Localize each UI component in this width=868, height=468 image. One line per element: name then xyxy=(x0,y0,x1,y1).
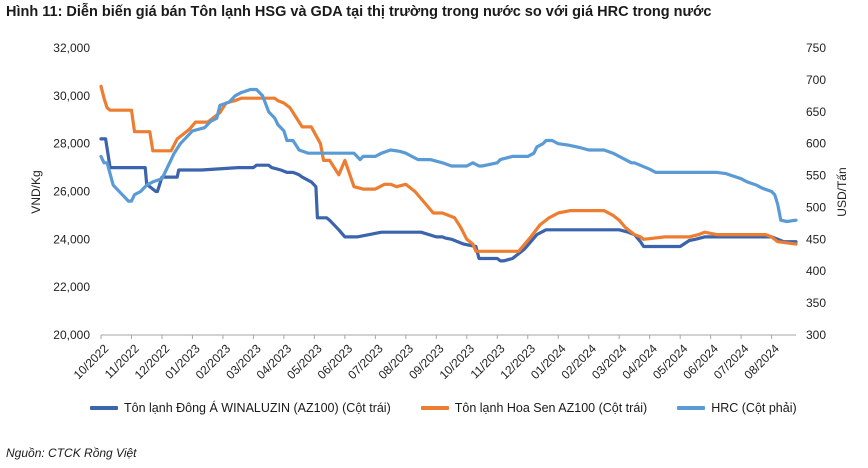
legend-label-hoasen: Tôn lạnh Hoa Sen AZ100 (Cột trái) xyxy=(454,401,648,415)
left-tick-label: 32,000 xyxy=(53,41,90,55)
series-line-1 xyxy=(99,84,798,253)
chart-title: Hình 11: Diễn biến giá bán Tôn lạnh HSG … xyxy=(6,4,712,20)
right-tick-label: 750 xyxy=(806,41,826,55)
legend: Tôn lạnh Đông Á WINALUZIN (AZ100) (Cột t… xyxy=(90,401,797,415)
right-tick-label: 650 xyxy=(806,105,826,119)
legend-item-hoasen: Tôn lạnh Hoa Sen AZ100 (Cột trái) xyxy=(420,401,648,415)
source-note: Nguồn: CTCK Rồng Việt xyxy=(6,446,137,460)
left-tick-label: 24,000 xyxy=(53,232,90,246)
legend-swatch-hrc xyxy=(677,406,706,410)
legend-item-hrc: HRC (Cột phải) xyxy=(677,401,797,415)
legend-item-winaluzin: Tôn lạnh Đông Á WINALUZIN (AZ100) (Cột t… xyxy=(90,401,391,415)
x-axis: 10/202211/202212/202201/202302/202303/20… xyxy=(71,334,796,382)
legend-label-winaluzin: Tôn lạnh Đông Á WINALUZIN (AZ100) (Cột t… xyxy=(124,401,391,415)
left-tick-label: 28,000 xyxy=(53,137,90,151)
legend-swatch-hoasen xyxy=(420,406,449,410)
left-tick-label: 20,000 xyxy=(53,328,90,342)
left-tick-label: 30,000 xyxy=(53,89,90,103)
right-tick-label: 500 xyxy=(806,200,826,214)
series-layer xyxy=(99,84,798,263)
right-tick-label: 450 xyxy=(806,232,826,246)
right-tick-label: 600 xyxy=(806,137,826,151)
series-line-0 xyxy=(99,137,798,263)
left-tick-label: 26,000 xyxy=(53,185,90,199)
legend-swatch-winaluzin xyxy=(90,406,118,410)
x-tick-label: 08/2024 xyxy=(741,341,782,382)
series-line-2 xyxy=(99,87,798,224)
right-tick-label: 550 xyxy=(806,169,826,183)
left-tick-label: 22,000 xyxy=(53,280,90,294)
left-axis-label: VND/Kg xyxy=(29,170,43,213)
right-axis-label: USD/Tấn xyxy=(835,167,849,216)
right-tick-label: 300 xyxy=(806,328,826,342)
right-tick-label: 400 xyxy=(806,264,826,278)
right-tick-label: 700 xyxy=(806,73,826,87)
right-tick-label: 350 xyxy=(806,296,826,310)
legend-label-hrc: HRC (Cột phải) xyxy=(711,401,797,415)
left-axis-ticks: 20,000 22,000 24,000 26,000 28,000 30,000 32,0… xyxy=(53,41,90,342)
right-axis-ticks: 300 350 400 450 500 550 600 650 700 750 xyxy=(806,41,826,342)
